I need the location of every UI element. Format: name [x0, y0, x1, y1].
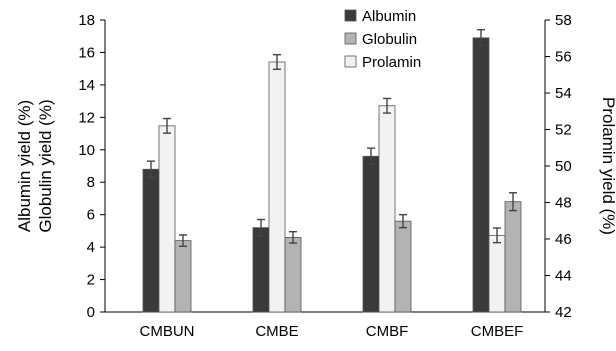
bars: [142, 29, 522, 313]
left-tick-label: 0: [87, 304, 95, 321]
right-tick-label: 42: [555, 304, 572, 321]
category-labels: CMBUN CMBE CMBF CMBEF: [140, 323, 524, 340]
bar-globulin-cmbef: [504, 201, 522, 313]
legend-swatch-albumin: [344, 9, 357, 22]
legend-label-prolamin: Prolamin: [362, 54, 421, 71]
bar-prolamin-cmbf: [378, 105, 396, 313]
legend-label-globulin: Globulin: [362, 31, 417, 48]
left-tick-label: 18: [78, 12, 95, 29]
legend-label-albumin: Albumin: [362, 8, 416, 25]
left-axis-title-line2: Globulin yield (%): [36, 99, 55, 232]
left-tick-label: 12: [78, 109, 95, 126]
left-tick-label: 6: [87, 207, 95, 224]
left-tick-label: 10: [78, 142, 95, 159]
bar-globulin-cmbe: [284, 236, 302, 313]
bar-prolamin-cmbe: [268, 61, 286, 313]
bar-globulin-cmbun: [174, 240, 192, 313]
left-axis-ticks: 0 2 4 6 8 10 12 14 16 18: [78, 12, 105, 321]
left-tick-label: 4: [87, 239, 95, 256]
bar-albumin-cmbf: [362, 155, 380, 313]
bar-globulin-cmbf: [394, 220, 412, 313]
legend-swatch-prolamin: [344, 55, 357, 68]
right-tick-label: 54: [555, 85, 572, 102]
right-tick-label: 56: [555, 49, 572, 66]
right-tick-label: 52: [555, 122, 572, 139]
right-axis-title: Prolamin yield (%): [599, 97, 616, 235]
right-tick-label: 44: [555, 268, 572, 285]
category-label: CMBEF: [471, 323, 524, 340]
left-tick-label: 16: [78, 44, 95, 61]
right-tick-label: 58: [555, 12, 572, 29]
legend: Albumin Globulin Prolamin: [344, 8, 421, 71]
left-tick-label: 8: [87, 174, 95, 191]
right-axis-ticks: 42 44 46 48 50 52 54 56 58: [545, 12, 572, 321]
legend-swatch-globulin: [344, 32, 357, 45]
bar-prolamin-cmbun: [158, 125, 176, 313]
right-tick-label: 50: [555, 158, 572, 175]
bar-albumin-cmbe: [252, 227, 270, 313]
left-tick-label: 2: [87, 272, 95, 289]
category-label: CMBF: [366, 323, 409, 340]
bar-prolamin-cmbef: [488, 234, 506, 313]
left-tick-label: 14: [78, 77, 95, 94]
category-label: CMBE: [255, 323, 298, 340]
left-axis-title-line1: Albumin yield (%): [15, 100, 34, 232]
category-label: CMBUN: [140, 323, 195, 340]
bar-albumin-cmbun: [142, 168, 160, 313]
bar-albumin-cmbef: [472, 37, 490, 313]
right-tick-label: 48: [555, 195, 572, 212]
right-tick-label: 46: [555, 231, 572, 248]
